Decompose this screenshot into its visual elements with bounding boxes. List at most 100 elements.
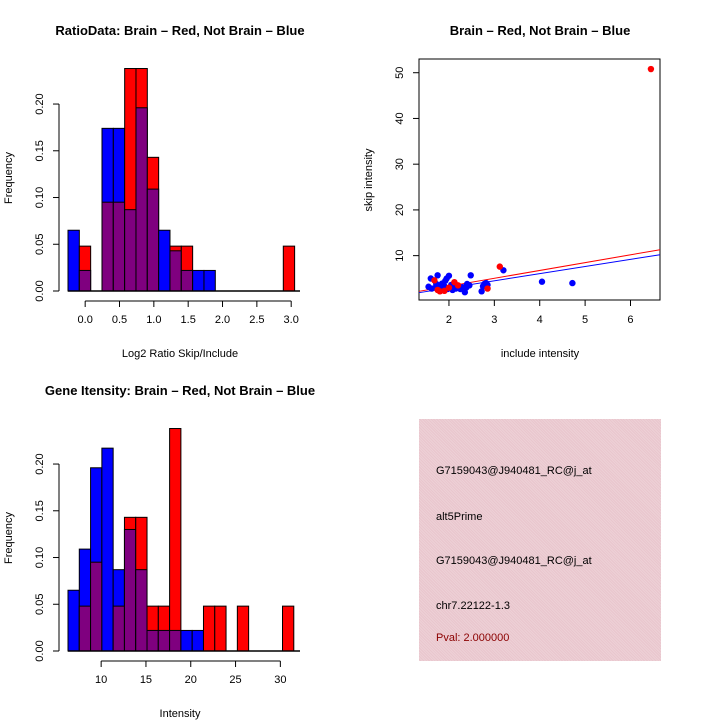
intensity-hist-bar-brain [169, 428, 182, 652]
intensity-hist-y-tick-label: 0.20 [34, 453, 46, 474]
brain-point [431, 277, 438, 284]
intensity-hist-bar-brain [202, 605, 216, 652]
intensity-hist-bar-overlap [135, 569, 148, 652]
brain-point [484, 285, 491, 292]
ratio-histogram-bars [67, 68, 296, 292]
event-type-text: alt5Prime [436, 511, 483, 523]
intensity-hist-x-tick-label: 15 [140, 674, 152, 686]
ratio-histogram-title: RatioData: Brain – Red, Not Brain – Blue [55, 23, 304, 38]
ratio-hist-bar-brain [282, 245, 296, 292]
intensity-hist-bar-overlap [112, 605, 125, 652]
intensity-hist-bar-overlap [123, 528, 137, 652]
ratio-hist-x-tick-label: 2.5 [249, 314, 264, 326]
brain-point [445, 284, 453, 291]
ratio-hist-y-tick-label: 0.20 [34, 93, 46, 114]
chromosome-location-text: chr7.22122-1.3 [436, 600, 510, 612]
pval-text: Pval: 2.000000 [436, 632, 510, 644]
ratio-hist-bar-not-brain [203, 269, 216, 292]
intensity-hist-y-tick-label: 0.15 [34, 500, 46, 521]
brain-point [496, 263, 503, 270]
ratio-hist-bar-overlap [180, 269, 194, 292]
scatter-x-tick-label: 6 [627, 314, 633, 326]
intensity-histogram-panel: Gene Itensity: Brain – Red, Not Brain – … [3, 383, 315, 720]
scatter-y-tick-label: 50 [394, 67, 406, 79]
intensity-hist-x-tick-label: 20 [185, 674, 197, 686]
intensity-hist-bar-overlap [146, 629, 159, 652]
ratio-hist-bar-overlap [169, 250, 182, 292]
ratio-hist-bar-overlap [146, 188, 160, 292]
ratio-hist-bar-overlap [124, 209, 137, 292]
scatter-x-tick-label: 3 [491, 314, 497, 326]
brain-point [647, 65, 655, 73]
intensity-histogram-title: Gene Itensity: Brain – Red, Not Brain – … [45, 383, 315, 398]
ratio-hist-bar-not-brain [67, 229, 80, 292]
scatter-title: Brain – Red, Not Brain – Blue [450, 23, 631, 38]
intensity-hist-bar-not-brain [67, 589, 80, 652]
scatter-panel: Brain – Red, Not Brain – Blue 2 3 4 5 6 10 20 3… [363, 23, 661, 360]
ratio-hist-x-tick-label: 0.0 [78, 314, 93, 326]
ratio-hist-y-tick-label: 0.10 [34, 187, 46, 208]
scatter-y-tick-label: 10 [394, 250, 406, 262]
intensity-hist-bar-not-brain [101, 447, 114, 652]
ratio-hist-x-tick-label: 0.5 [112, 314, 127, 326]
intensity-hist-x-tick-label: 25 [229, 674, 241, 686]
intensity-hist-y-tick-label: 0.10 [34, 547, 46, 568]
probe-id-text-2: G7159043@J940481_RC@j_at [436, 555, 592, 567]
intensity-hist-bar-overlap [78, 605, 92, 652]
intensity-hist-bar-overlap [157, 629, 171, 652]
intensity-hist-y-tick-label: 0.05 [34, 594, 46, 615]
scatter-x-tick-label: 5 [582, 314, 588, 326]
ratio-hist-y-tick-label: 0.05 [34, 234, 46, 255]
not-brain-point [467, 272, 474, 279]
scatter-y-tick-label: 20 [394, 204, 406, 216]
gene-info-panel: G7159043@J940481_RC@j_at alt5Prime G7159… [419, 419, 661, 661]
not-brain-point [445, 272, 453, 279]
ratio-hist-x-tick-label: 1.5 [181, 314, 196, 326]
intensity-hist-y-tick-label: 0.00 [34, 640, 46, 661]
not-brain-point [434, 272, 441, 279]
intensity-histogram-xlabel: Intensity [160, 708, 201, 720]
intensity-histogram-axes: 0.00 0.05 0.10 0.15 0.20 10 15 20 25 30 [34, 453, 300, 686]
intensity-hist-bar-brain [214, 605, 227, 652]
scatter-plot-box [418, 58, 661, 301]
intensity-hist-bar-not-brain [191, 629, 204, 652]
scatter-xlabel: include intensity [501, 348, 580, 360]
ratio-hist-bar-overlap [135, 107, 148, 292]
ratio-hist-y-tick-label: 0.15 [34, 140, 46, 161]
ratio-hist-bar-overlap [101, 201, 114, 292]
scatter-y-tick-label: 40 [394, 112, 406, 124]
brain-point [441, 287, 448, 295]
not-brain-point [466, 282, 473, 289]
intensity-hist-bar-brain [282, 605, 295, 652]
ratio-histogram-ylabel: Frequency [3, 152, 15, 204]
intensity-hist-bar-not-brain [180, 629, 193, 652]
scatter-axes: 2 3 4 5 6 10 20 30 40 50 [394, 67, 634, 326]
ratio-hist-x-tick-label: 1.0 [146, 314, 161, 326]
not-brain-point [538, 278, 546, 285]
intensity-hist-x-tick-label: 10 [95, 674, 107, 686]
probe-id-text: G7159043@J940481_RC@j_at [436, 465, 592, 477]
scatter-y-tick-label: 30 [394, 158, 406, 170]
intensity-hist-bar-overlap [90, 561, 103, 652]
not-brain-point [478, 288, 485, 295]
ratio-hist-bar-overlap [112, 201, 126, 292]
ratio-hist-x-tick-label: 3.0 [284, 314, 299, 326]
scatter-ylabel: skip intensity [363, 148, 375, 211]
not-brain-point [569, 279, 576, 287]
intensity-hist-bar-brain [236, 605, 250, 652]
intensity-histogram-bars [67, 428, 295, 652]
ratio-hist-bar-not-brain [192, 269, 205, 292]
ratio-hist-bar-not-brain [158, 229, 171, 292]
scatter-points [425, 65, 655, 296]
intensity-hist-bar-overlap [169, 629, 182, 652]
ratio-histogram-axes: 0.00 0.05 0.10 0.15 0.20 0.0 0.5 1.0 1.5 2.0 2.5 3.… [34, 93, 300, 326]
ratio-hist-bar-overlap [78, 269, 92, 292]
brain-point [454, 282, 462, 289]
ratio-hist-y-tick-label: 0.00 [34, 280, 46, 301]
ratio-histogram-panel: RatioData: Brain – Red, Not Brain – Blue… [3, 23, 305, 360]
intensity-histogram-ylabel: Frequency [3, 512, 15, 564]
scatter-x-tick-label: 4 [537, 314, 543, 326]
intensity-hist-x-tick-label: 30 [274, 674, 286, 686]
scatter-x-tick-label: 2 [446, 314, 452, 326]
